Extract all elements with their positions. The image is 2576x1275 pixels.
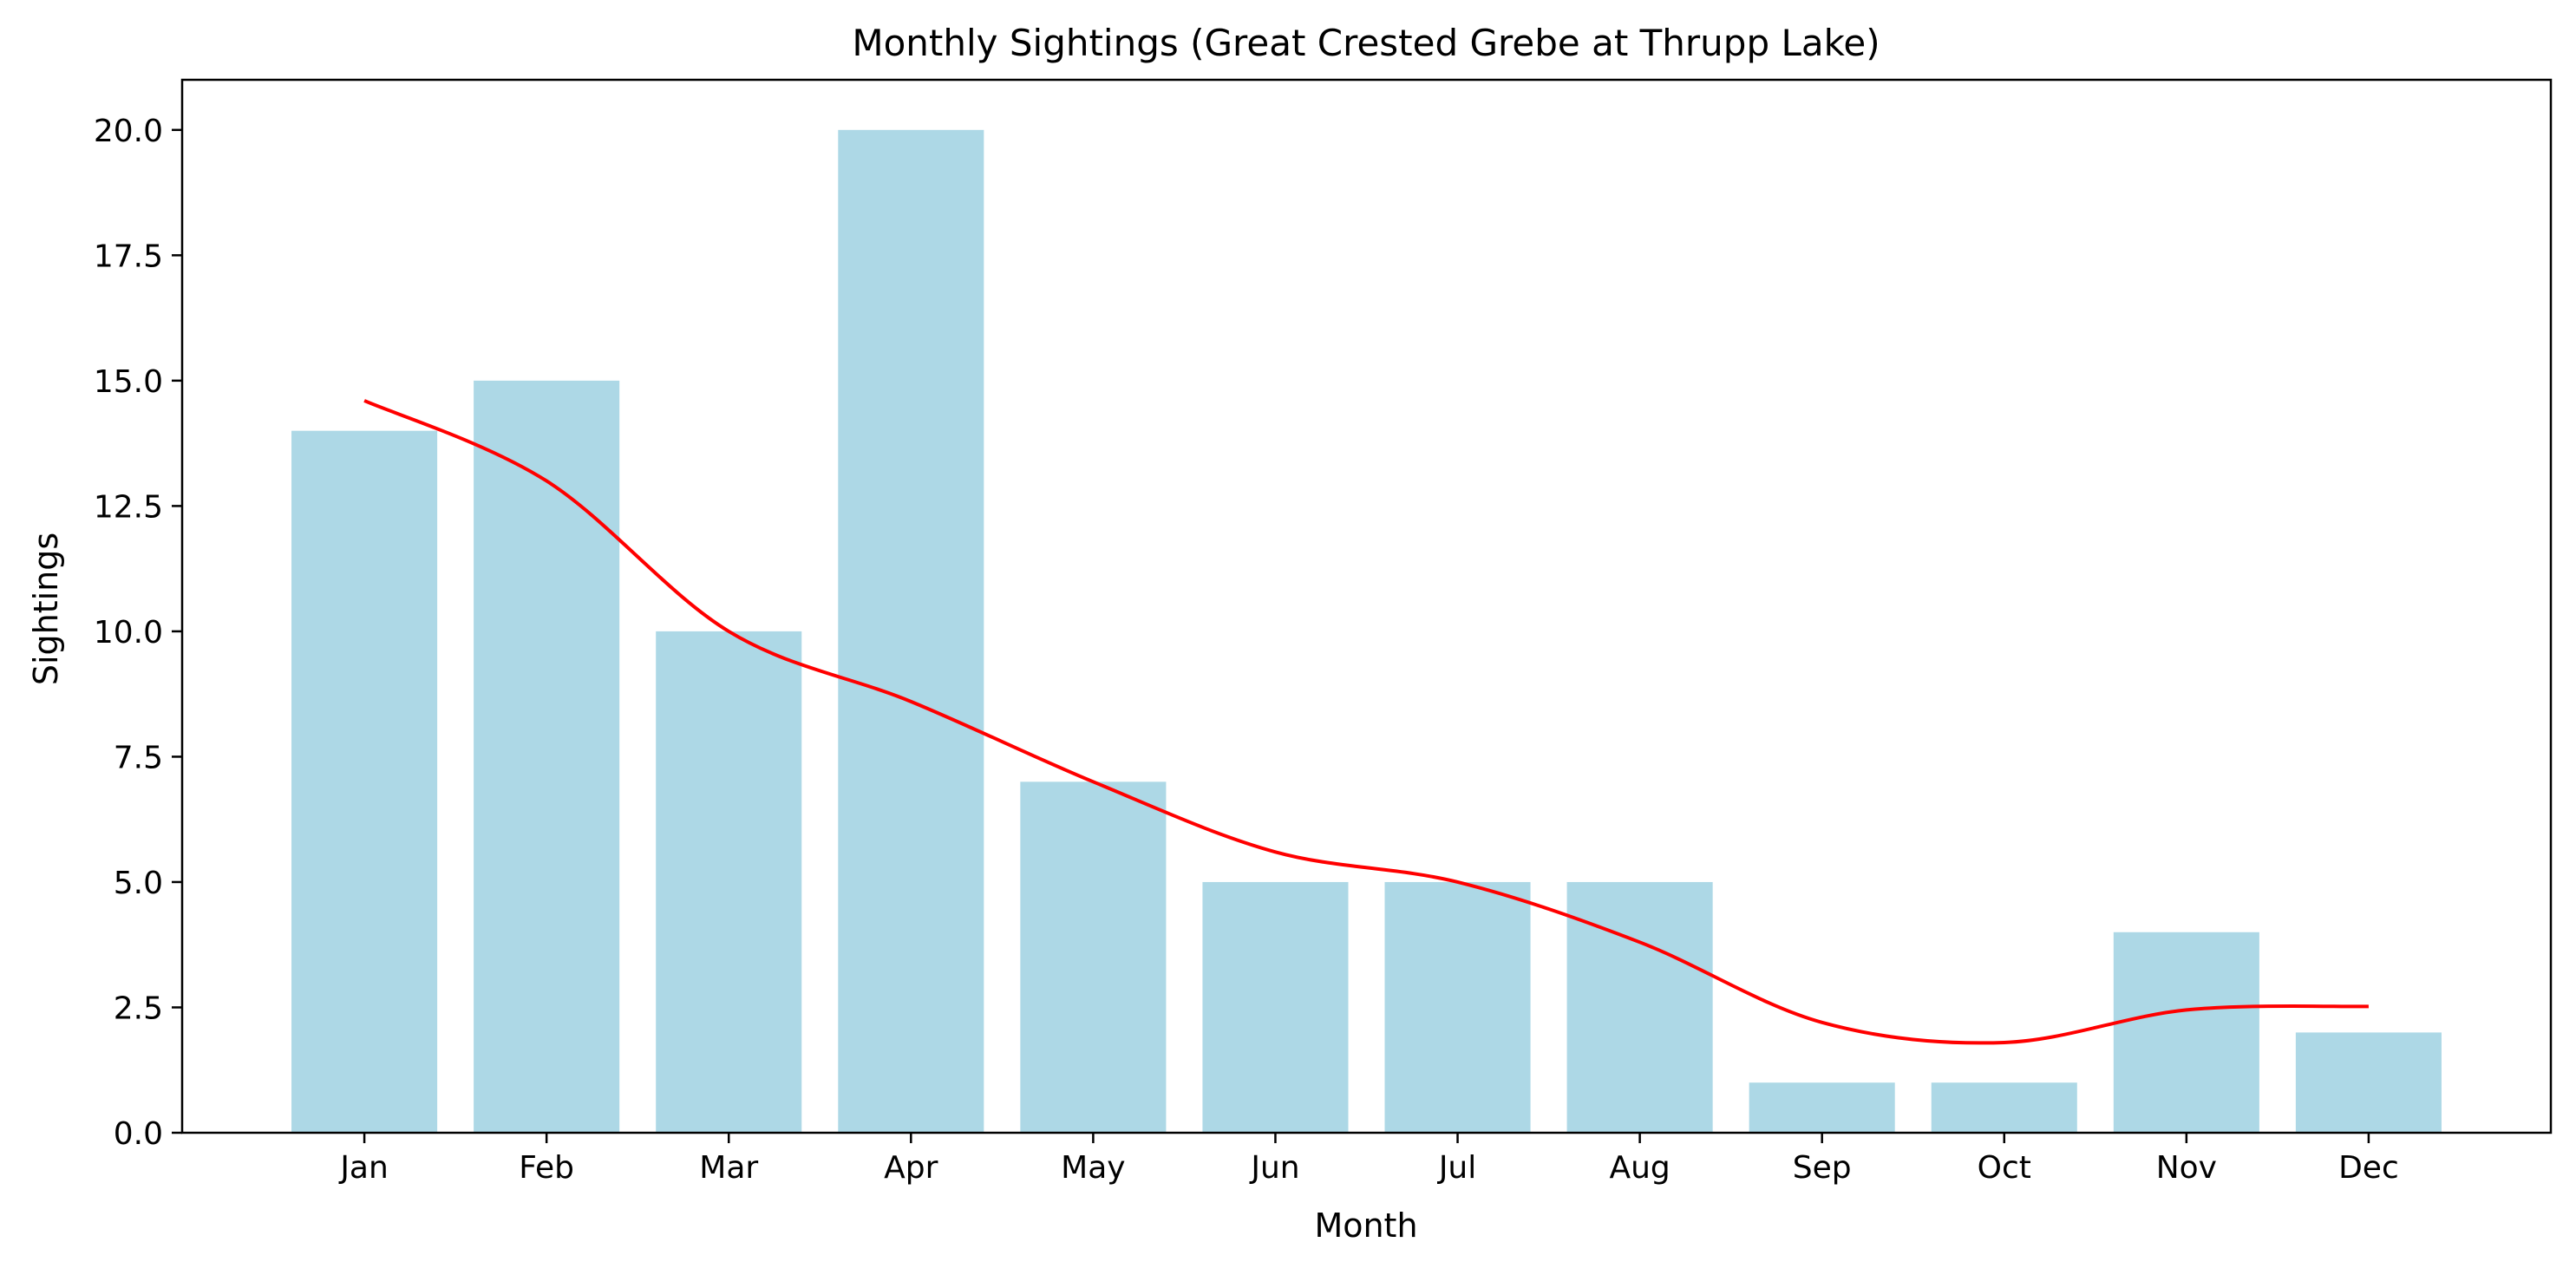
- y-tick-label: 20.0: [94, 114, 163, 149]
- x-tick-label-sep: Sep: [1793, 1150, 1852, 1186]
- axes-layer: [180, 78, 2553, 1134]
- trend-line: [363, 399, 2369, 1045]
- bar-may: [1020, 781, 1167, 1133]
- y-ticks: 0.0 2.5 5.0 7.5 10.0 12.5 15.0 17.5 20.0: [94, 114, 182, 1152]
- y-tick-label: 0.0: [114, 1116, 163, 1152]
- bar-dec: [2295, 1032, 2442, 1133]
- x-tick-label-jan: Jan: [338, 1150, 389, 1186]
- x-tick-label-apr: Apr: [884, 1150, 938, 1186]
- bar-jun: [1202, 881, 1349, 1133]
- x-tick-label-dec: Dec: [2338, 1150, 2399, 1186]
- x-tick-label-jun: Jun: [1249, 1150, 1299, 1186]
- x-ticks: Jan Feb Mar Apr May Jun Jul Aug Sep Oct Nov Dec: [338, 1133, 2399, 1186]
- x-tick-label-may: May: [1061, 1150, 1125, 1186]
- y-tick-label: 5.0: [114, 866, 163, 901]
- x-tick-label-feb: Feb: [519, 1150, 574, 1186]
- y-tick-label: 2.5: [114, 991, 163, 1026]
- y-axis-label: Sightings: [27, 533, 65, 685]
- bar-apr: [838, 129, 984, 1133]
- x-tick-label-jul: Jul: [1437, 1150, 1476, 1186]
- bars-layer: [291, 129, 2442, 1133]
- y-tick-label: 17.5: [94, 239, 163, 274]
- x-tick-label-mar: Mar: [699, 1150, 758, 1186]
- y-tick-label: 15.0: [94, 364, 163, 400]
- y-tick-label: 10.0: [94, 615, 163, 651]
- bar-nov: [2113, 932, 2259, 1133]
- x-tick-label-nov: Nov: [2156, 1150, 2217, 1186]
- x-tick-label-oct: Oct: [1978, 1150, 2031, 1186]
- bar-oct: [1931, 1082, 2077, 1133]
- plot-frame: [180, 78, 2553, 1134]
- y-tick-label: 12.5: [94, 489, 163, 525]
- x-tick-label-aug: Aug: [1609, 1150, 1670, 1186]
- bar-feb: [474, 380, 620, 1133]
- bar-jan: [291, 430, 438, 1133]
- trend-layer: [363, 399, 2369, 1045]
- y-tick-label: 7.5: [114, 740, 163, 775]
- chart-title: Monthly Sightings (Great Crested Grebe a…: [852, 22, 1880, 64]
- bar-mar: [656, 631, 802, 1133]
- bar-sep: [1749, 1082, 1895, 1133]
- bar-jul: [1384, 881, 1531, 1133]
- x-axis-label: Month: [1314, 1206, 1417, 1245]
- bar-aug: [1566, 881, 1713, 1133]
